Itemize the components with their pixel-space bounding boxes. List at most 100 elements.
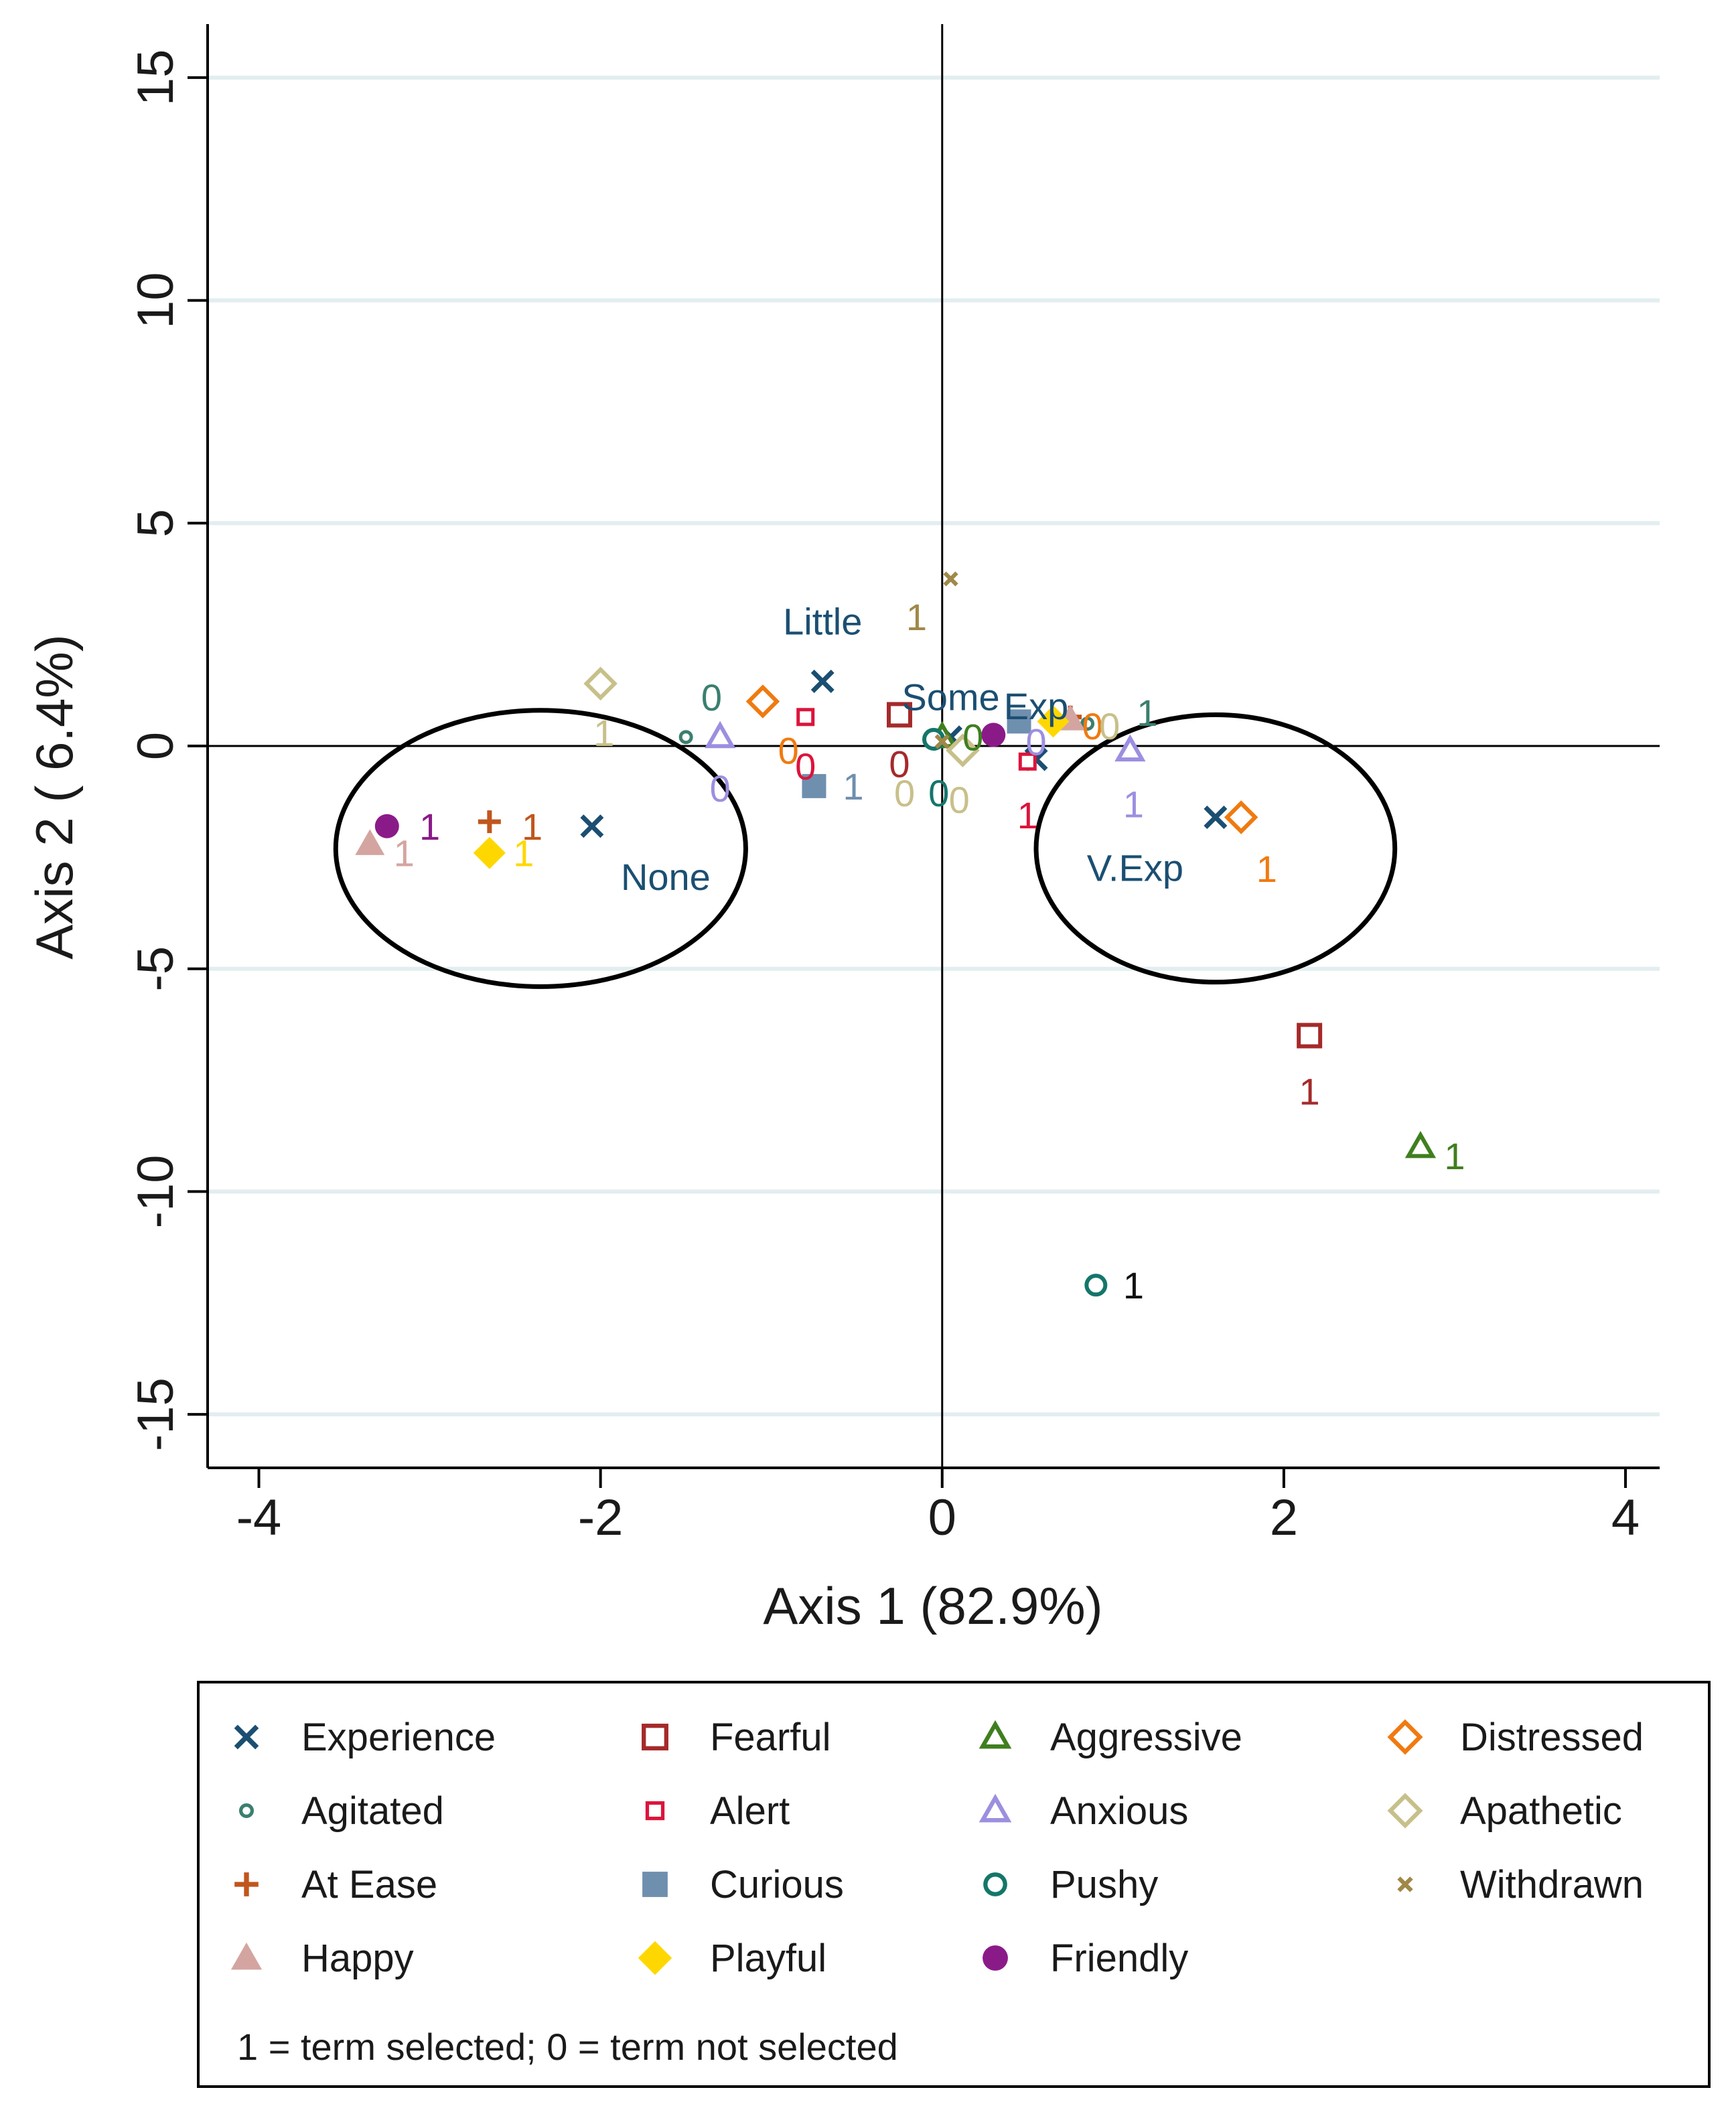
point-distressed-0 [745, 684, 780, 719]
legend-marker-curious [642, 1872, 668, 1897]
point-annotation: 1 [593, 712, 614, 754]
point-happy-1 [355, 829, 385, 855]
legend-marker-apathetic [1387, 1793, 1423, 1829]
legend-symbol-alert [645, 1801, 665, 1821]
legend-symbol-fearful [642, 1724, 668, 1750]
legend-label: Curious [710, 1862, 844, 1906]
legend-symbol-aggressive [979, 1720, 1012, 1749]
legend-item-apathetic: Apathetic [1385, 1784, 1622, 1837]
legend-item-alert: Alert [635, 1784, 790, 1837]
point-annotation: 1 [522, 806, 542, 848]
point-withdrawn-0 [934, 734, 950, 749]
legend-symbol-experience [234, 1724, 259, 1750]
point-fearful-1 [1297, 1023, 1323, 1049]
point-anxious-1 [1114, 734, 1146, 762]
legend-item-pushy: Pushy [975, 1858, 1158, 1911]
gridlines [208, 75, 1660, 1417]
point-annotation: 0 [778, 730, 799, 772]
legend-marker-alert [645, 1801, 665, 1821]
point-fearful-0 [886, 702, 912, 728]
point-friendly-0 [981, 723, 1006, 747]
point-annotation: 0 [894, 772, 915, 814]
point-anxious-0 [705, 721, 736, 749]
legend-item-happy: Happy [226, 1931, 414, 1985]
point-annotation: 0 [1025, 721, 1046, 763]
point-at-ease-1 [478, 810, 501, 834]
point-annotation: 1 [1123, 1264, 1144, 1306]
point-annotation: 0 [710, 767, 731, 810]
point-withdrawn-1 [943, 571, 958, 587]
point-annotation: 0 [795, 745, 816, 787]
legend-symbol-happy [230, 1942, 263, 1970]
point-experience-little [810, 670, 835, 693]
y-axis-label: Axis 2 ( 6.4%) [25, 634, 84, 959]
point-distressed-1 [1224, 800, 1258, 834]
legend-item-distressed: Distressed [1385, 1710, 1644, 1764]
x-axis-label: Axis 1 (82.9%) [763, 1576, 1102, 1635]
point-friendly-1 [374, 814, 399, 838]
point-agitated-0 [678, 730, 693, 745]
experience-label-some: Some [901, 676, 999, 719]
legend-marker-playful [638, 1941, 672, 1975]
legend-marker-distressed [1387, 1719, 1423, 1755]
legend-marker-pushy [983, 1872, 1007, 1896]
point-experience-none [580, 814, 604, 838]
legend-label: Pushy [1050, 1862, 1159, 1906]
x-tick-label: 2 [1270, 1489, 1298, 1546]
legend-symbol-withdrawn [1397, 1876, 1413, 1892]
experience-label-little: Little [783, 601, 862, 643]
legend-label: Playful [710, 1936, 827, 1980]
legend-item-curious: Curious [635, 1858, 844, 1911]
point-curious-0 [1007, 709, 1031, 734]
point-annotation: 1 [906, 596, 927, 638]
point-annotation: 1 [1299, 1071, 1320, 1113]
legend-label: Agitated [301, 1789, 444, 1833]
legend-label: Anxious [1050, 1789, 1189, 1833]
point-apathetic-0 [946, 733, 980, 767]
y-tick-label: 15 [127, 50, 184, 106]
legend-item-fearful: Fearful [635, 1710, 831, 1764]
point-curious-1 [802, 773, 826, 798]
legend-label: Aggressive [1050, 1715, 1242, 1759]
point-alert-0 [796, 708, 815, 727]
legend-label: Withdrawn [1460, 1862, 1644, 1906]
legend-item-anxious: Anxious [975, 1784, 1188, 1837]
legend-symbol-distressed [1387, 1719, 1423, 1755]
point-annotation: 1 [513, 832, 534, 875]
x-tick-label: 4 [1611, 1489, 1640, 1546]
legend-label: At Ease [301, 1862, 438, 1906]
legend-marker-at-ease [234, 1872, 259, 1896]
point-annotation: 1 [1017, 794, 1038, 836]
legend-marker-withdrawn [1397, 1876, 1413, 1892]
x-tick-label: -2 [578, 1489, 624, 1546]
y-tick-label: 0 [127, 732, 184, 760]
highlight-ellipse-2 [1033, 712, 1398, 985]
legend-label: Apathetic [1460, 1789, 1622, 1833]
point-annotation: 0 [701, 676, 722, 719]
legend-label: Experience [301, 1715, 496, 1759]
experience-label-exp: Exp [1004, 685, 1069, 727]
x-tick-label: 0 [928, 1489, 956, 1546]
legend-symbol-agitated [238, 1803, 255, 1819]
y-tick-label: -5 [127, 946, 184, 992]
y-tick-label: 5 [127, 509, 184, 537]
legend-label: Alert [710, 1789, 790, 1833]
point-annotation: 1 [843, 765, 864, 808]
point-annotation: 0 [962, 717, 983, 759]
legend-marker-happy [230, 1942, 263, 1970]
legend-symbol-playful [638, 1941, 672, 1975]
point-pushy-1 [1084, 1274, 1108, 1297]
legend-symbol-curious [642, 1872, 668, 1897]
point-annotation: 1 [1444, 1135, 1465, 1177]
point-annotation: 0 [928, 772, 949, 814]
y-tick-label: -10 [127, 1155, 184, 1229]
y-tick-label: 10 [127, 272, 184, 329]
legend-marker-fearful [642, 1724, 668, 1750]
point-annotation: 1 [1123, 783, 1144, 826]
legend-symbol-apathetic [1387, 1793, 1423, 1829]
highlight-ellipses [333, 708, 1398, 989]
